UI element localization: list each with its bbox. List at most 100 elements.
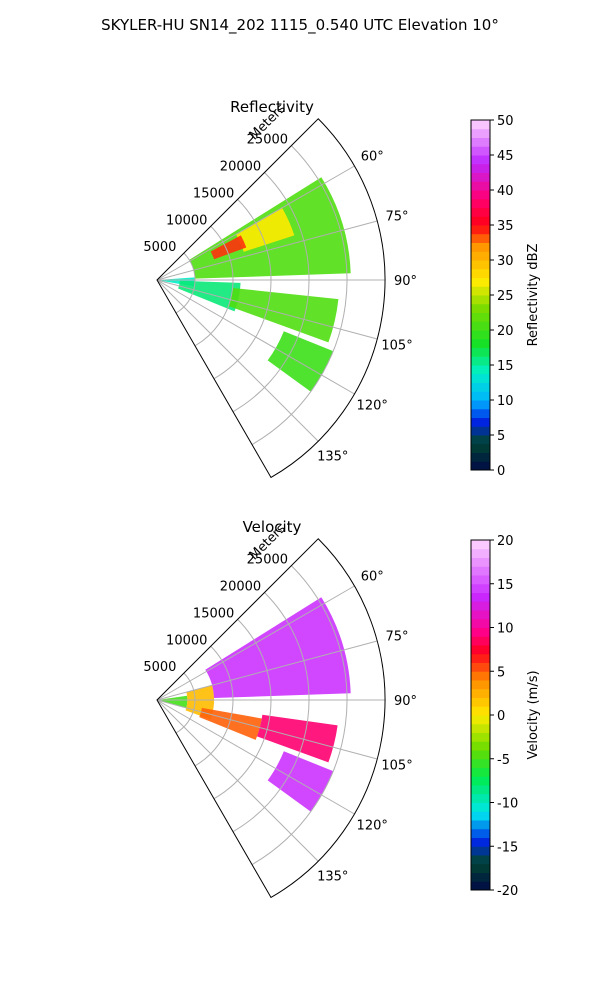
- colorbar-segment: [471, 216, 490, 226]
- colorbar-tick-label: 10: [497, 394, 514, 409]
- echo-region: [235, 207, 295, 252]
- radial-tick-label: 5000: [143, 660, 176, 675]
- angle-tick-label: 105°: [381, 758, 412, 773]
- echo-region: [210, 235, 247, 260]
- colorbar-segment: [471, 365, 490, 375]
- grid-layer: [156, 145, 385, 445]
- colorbar-segment: [471, 618, 490, 628]
- colorbar-segment: [471, 671, 490, 681]
- colorbar-segment: [471, 855, 490, 865]
- colorbar-segment: [471, 592, 490, 602]
- colorbar-tick-label: -5: [497, 753, 510, 768]
- colorbar-segment: [471, 242, 490, 252]
- colorbar-tick-label: 30: [497, 254, 514, 269]
- echo-layer: [157, 597, 351, 812]
- colorbar-tick-label: -10: [497, 797, 518, 812]
- colorbar-segment: [471, 715, 490, 725]
- colorbar-segment: [471, 723, 490, 733]
- colorbar-segment: [471, 548, 490, 558]
- colorbar-segment: [471, 190, 490, 200]
- echo-region: [256, 714, 338, 763]
- colorbar-label: Reflectivity dBZ: [526, 244, 541, 347]
- colorbar-segment: [471, 330, 490, 340]
- colorbar-tick-label: 5: [497, 429, 505, 444]
- colorbar-segment: [471, 785, 490, 795]
- colorbar-segment: [471, 767, 490, 777]
- colorbar-tick-label: 20: [497, 534, 514, 549]
- angle-tick-label: 90°: [394, 274, 417, 289]
- colorbar-segment: [471, 321, 490, 331]
- colorbar-segment: [471, 347, 490, 357]
- colorbar-segment: [471, 146, 490, 156]
- colorbar-segment: [471, 645, 490, 655]
- colorbar-label: Velocity (m/s): [526, 670, 541, 759]
- radial-tick-label: 5000: [143, 240, 176, 255]
- echo-region: [228, 287, 339, 343]
- angle-tick-label: 75°: [386, 210, 409, 225]
- panel-title: Reflectivity: [230, 98, 314, 116]
- velocity-panel: 500010000150002000025000Meters60°75°90°1…: [143, 518, 541, 899]
- colorbar-segment: [471, 846, 490, 856]
- radial-tick-label: 15000: [193, 186, 234, 201]
- colorbar-segment: [471, 750, 490, 760]
- colorbar-segment: [471, 688, 490, 698]
- echo-region: [157, 695, 188, 709]
- colorbar-segment: [471, 452, 490, 462]
- echo-region: [205, 597, 351, 699]
- colorbar-segment: [471, 820, 490, 830]
- sector-frame: [156, 538, 386, 899]
- colorbar-segment: [471, 303, 490, 313]
- radial-tick-label: 10000: [166, 213, 207, 228]
- colorbar-tick-label: 40: [497, 184, 514, 199]
- figure-title: SKYLER-HU SN14_202 1115_0.540 UTC Elevat…: [101, 16, 499, 34]
- colorbar-segment: [471, 382, 490, 392]
- colorbar-segment: [471, 163, 490, 173]
- azimuth-gridline: [156, 279, 355, 395]
- colorbar-segment: [471, 636, 490, 646]
- colorbar-segment: [471, 776, 490, 786]
- azimuth-gridline: [156, 699, 355, 815]
- azimuth-gridline: [156, 165, 355, 281]
- angle-tick-label: 120°: [357, 398, 388, 413]
- range-ring: [194, 225, 234, 347]
- colorbar-segment: [471, 198, 490, 208]
- colorbar-segment: [471, 653, 490, 663]
- range-ring: [213, 619, 272, 800]
- colorbar-segment: [471, 557, 490, 567]
- colorbar-tick-label: 0: [497, 464, 505, 479]
- range-ring: [213, 199, 272, 380]
- colorbar-tick-label: 25: [497, 289, 514, 304]
- colorbar-tick-label: 15: [497, 359, 514, 374]
- colorbar-segment: [471, 575, 490, 585]
- colorbar-segment: [471, 277, 490, 287]
- colorbar-tick-label: 15: [497, 578, 514, 593]
- colorbar-segment: [471, 356, 490, 366]
- azimuth-gridline: [156, 279, 319, 442]
- colorbar-segment: [471, 566, 490, 576]
- range-ring: [194, 645, 234, 767]
- azimuth-gridline: [156, 699, 378, 760]
- range-ring: [251, 145, 348, 445]
- azimuth-gridline: [156, 585, 355, 701]
- radial-tick-label: 10000: [166, 633, 207, 648]
- colorbar-segment: [471, 408, 490, 418]
- reflectivity-panel: 500010000150002000025000Meters60°75°90°1…: [143, 98, 541, 479]
- colorbar-segment: [471, 627, 490, 637]
- sector-frame: [156, 118, 386, 479]
- radial-tick-label: 20000: [220, 160, 261, 175]
- colorbar-segment: [471, 706, 490, 716]
- colorbar-tick-label: 35: [497, 219, 514, 234]
- colorbar-segment: [471, 881, 490, 891]
- colorbar-segment: [471, 233, 490, 243]
- colorbar-segment: [471, 225, 490, 235]
- echo-layer: [157, 177, 351, 392]
- colorbar-segment: [471, 260, 490, 270]
- colorbar-segment: [471, 426, 490, 436]
- colorbar-segment: [471, 443, 490, 453]
- colorbar-segment: [471, 268, 490, 278]
- colorbar-segment: [471, 435, 490, 445]
- colorbar-segment: [471, 741, 490, 751]
- azimuth-gridline: [156, 699, 319, 862]
- colorbar-segment: [471, 155, 490, 165]
- colorbar-segment: [471, 697, 490, 707]
